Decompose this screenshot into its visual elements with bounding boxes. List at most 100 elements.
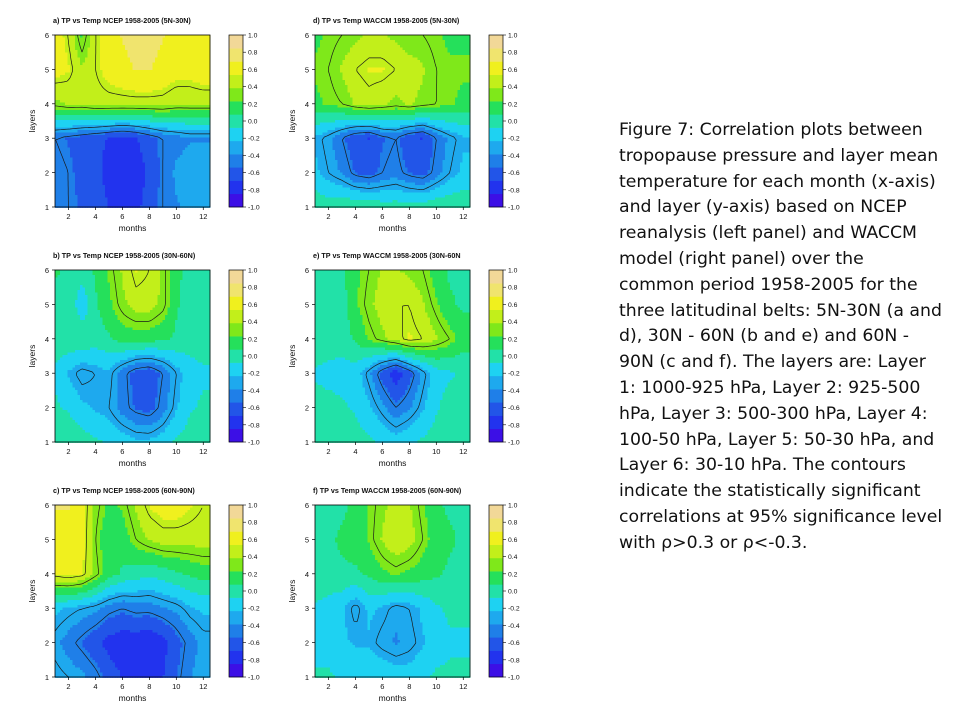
y-axis-label: layers [27, 345, 37, 368]
heatmap-b [55, 270, 210, 443]
colorbar-tick-label: -0.6 [248, 405, 260, 412]
colorbar-segment [489, 323, 503, 337]
colorbar-segment [489, 154, 503, 168]
colorbar-segment [229, 310, 243, 324]
y-tick-label: 5 [45, 535, 49, 544]
y-axis-label: layers [287, 110, 297, 133]
colorbar-tick-label: -1.0 [248, 675, 260, 682]
y-tick-label: 5 [305, 535, 309, 544]
colorbar-segment [229, 571, 243, 585]
colorbar-segment [489, 270, 503, 284]
x-tick-label: 4 [353, 682, 357, 691]
colorbar-segment [489, 349, 503, 363]
colorbar-b: 1.00.80.60.40.20.0-0.2-0.4-0.6-0.8-1.0 [229, 268, 260, 447]
y-tick-label: 5 [45, 300, 49, 309]
colorbar-tick-label: 0.4 [508, 554, 518, 561]
colorbar-tick-label: 0.4 [508, 319, 518, 326]
x-tick-label: 10 [172, 682, 180, 691]
x-tick-label: 10 [172, 447, 180, 456]
x-tick-label: 12 [199, 682, 207, 691]
colorbar-tick-label: 0.8 [248, 520, 258, 527]
y-tick-label: 4 [45, 100, 49, 109]
colorbar-segment [489, 181, 503, 195]
x-tick-label: 6 [120, 447, 124, 456]
colorbar-segment [489, 402, 503, 416]
heatmap-a [55, 35, 210, 208]
x-tick-label: 6 [120, 682, 124, 691]
colorbar-segment [489, 531, 503, 545]
y-tick-label: 5 [305, 300, 309, 309]
colorbar-segment [489, 376, 503, 390]
heatmap-f [315, 505, 470, 678]
x-tick-label: 2 [326, 447, 330, 456]
colorbar-tick-label: 0.8 [508, 50, 518, 57]
x-axis-label: months [379, 693, 407, 703]
x-tick-label: 2 [66, 212, 70, 221]
colorbar-tick-label: -1.0 [508, 440, 520, 447]
colorbar-segment [489, 571, 503, 585]
colorbar-tick-label: -0.2 [508, 371, 520, 378]
x-tick-label: 6 [380, 212, 384, 221]
x-tick-label: 8 [147, 682, 151, 691]
x-axis-label: months [119, 458, 147, 468]
colorbar-segment [489, 389, 503, 403]
colorbar-segment [489, 624, 503, 638]
colorbar-segment [229, 376, 243, 390]
colorbar-tick-label: -0.6 [508, 640, 520, 647]
x-tick-label: 12 [199, 447, 207, 456]
x-tick-label: 2 [326, 682, 330, 691]
x-axis-label: months [119, 693, 147, 703]
colorbar-segment [229, 389, 243, 403]
colorbar-segment [489, 416, 503, 430]
colorbar-segment [229, 141, 243, 155]
colorbar-tick-label: 0.2 [508, 571, 518, 578]
y-tick-label: 3 [45, 369, 49, 378]
colorbar-segment [229, 181, 243, 195]
colorbar-tick-label: -0.4 [508, 623, 520, 630]
colorbar-segment [489, 167, 503, 181]
y-axis-label: layers [287, 345, 297, 368]
colorbar-tick-label: 1.0 [248, 33, 258, 40]
y-tick-label: 4 [305, 100, 309, 109]
colorbar-tick-label: 0.0 [508, 589, 518, 596]
y-tick-label: 2 [305, 404, 309, 413]
colorbar-segment [489, 296, 503, 310]
colorbar-segment [229, 128, 243, 142]
panel-title: b) TP vs Temp NCEP 1958-2005 (30N-60N) [53, 251, 196, 260]
colorbar-tick-label: 0.2 [248, 571, 258, 578]
colorbar-tick-label: 0.2 [248, 101, 258, 108]
colorbar-tick-label: 0.6 [508, 302, 518, 309]
colorbar-segment [489, 584, 503, 598]
y-tick-label: 1 [305, 203, 309, 212]
colorbar-tick-label: 0.6 [248, 302, 258, 309]
x-tick-label: 4 [93, 447, 97, 456]
colorbar-segment [229, 598, 243, 612]
colorbar-tick-label: 1.0 [248, 503, 258, 510]
colorbar-segment [489, 114, 503, 128]
panel-title: a) TP vs Temp NCEP 1958-2005 (5N-30N) [53, 16, 191, 25]
panel-b: b) TP vs Temp NCEP 1958-2005 (30N-60N)2 4… [27, 251, 260, 468]
colorbar-segment [489, 651, 503, 665]
colorbar-e: 1.00.80.60.40.20.0-0.2-0.4-0.6-0.8-1.0 [489, 268, 520, 447]
colorbar-segment [229, 349, 243, 363]
colorbar-segment [229, 48, 243, 62]
colorbar-tick-label: 0.8 [248, 50, 258, 57]
colorbar-segment [489, 310, 503, 324]
colorbar-segment [229, 558, 243, 572]
x-tick-label: 8 [407, 447, 411, 456]
y-tick-label: 1 [45, 203, 49, 212]
y-tick-label: 4 [305, 570, 309, 579]
x-tick-label: 8 [407, 212, 411, 221]
y-tick-label: 2 [45, 639, 49, 648]
colorbar-segment [489, 598, 503, 612]
y-tick-label: 3 [305, 369, 309, 378]
x-tick-label: 4 [93, 682, 97, 691]
colorbar-tick-label: 0.8 [248, 285, 258, 292]
colorbar-tick-label: -0.6 [508, 170, 520, 177]
colorbar-segment [489, 75, 503, 89]
panel-title: f) TP vs Temp WACCM 1958-2005 (60N-90N) [313, 486, 462, 495]
colorbar-segment [489, 429, 503, 443]
colorbar-segment [229, 283, 243, 297]
colorbar-segment [229, 637, 243, 651]
